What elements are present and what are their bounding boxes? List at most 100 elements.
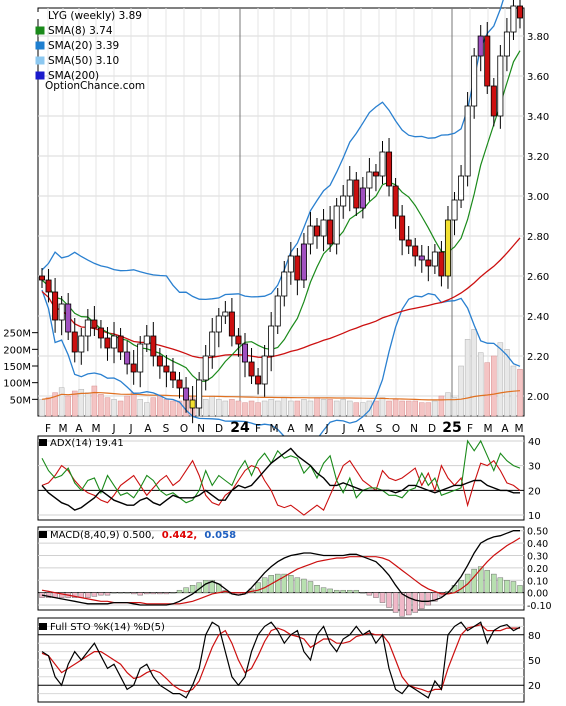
candle-body	[438, 251, 445, 277]
candle-body	[346, 179, 353, 197]
volume-bar	[497, 342, 504, 417]
sto-y-tick: 20	[528, 681, 541, 692]
volume-bar	[333, 400, 340, 417]
macd-y-tick: 0.20	[527, 564, 548, 575]
volume-y-tick: 150M	[3, 362, 31, 373]
macd-histogram-bar	[366, 592, 373, 596]
macd-histogram-bar	[58, 592, 65, 598]
volume-bar	[379, 397, 386, 417]
macd-histogram-bar	[144, 592, 150, 595]
candle-body	[464, 105, 471, 177]
volume-bar	[353, 402, 360, 417]
price-legend: LYG (weekly) 3.89 SMA(8) 3.74 SMA(20) 3.39…	[35, 10, 142, 82]
macd-histogram-bar	[183, 587, 189, 593]
candle-body	[477, 35, 484, 57]
volume-bar	[98, 394, 104, 417]
volume-bar	[137, 399, 143, 417]
candle-body	[333, 205, 340, 245]
macd-lines	[41, 530, 521, 606]
volume-average-line	[41, 390, 521, 401]
candle-body	[392, 185, 399, 217]
macd-histogram-bar	[392, 592, 399, 613]
volume-bar	[261, 400, 268, 417]
volume-bar	[307, 400, 314, 417]
candle-body	[444, 219, 451, 277]
macd-histogram-bar	[170, 592, 176, 594]
candle-body	[143, 335, 150, 345]
candle-body	[451, 199, 458, 221]
x-axis-label: J	[341, 423, 345, 435]
x-axis-label: M	[91, 423, 100, 435]
volume-y-tick: 250M	[3, 329, 31, 340]
sto-legend-swatch	[39, 623, 47, 630]
sto-y-tick-labels: 80 50 20	[528, 631, 541, 692]
x-axis-label: J	[111, 423, 115, 435]
adx-line	[41, 447, 520, 511]
candle-body	[340, 195, 347, 207]
macd-histogram-bar	[347, 589, 353, 593]
candle-body	[287, 255, 294, 273]
volume-bar	[386, 400, 392, 417]
price-y-tick: 3.80	[527, 32, 549, 43]
volume-bar	[327, 399, 333, 417]
macd-histogram-bar	[301, 578, 307, 593]
volume-bar	[209, 395, 215, 417]
legend-swatch	[35, 26, 45, 35]
macd-histogram-bar	[124, 592, 130, 594]
candle-body	[150, 335, 157, 357]
macd-histogram-bar	[189, 585, 196, 593]
volume-bar	[366, 400, 373, 417]
price-y-tick: 3.00	[527, 192, 549, 203]
candle-body	[517, 5, 524, 19]
macd-histogram-bar	[497, 577, 504, 593]
volume-bar	[71, 390, 78, 417]
volume-bar	[425, 402, 432, 417]
x-axis-label: S	[376, 423, 383, 435]
adx-title: ADX(14) 19.41	[50, 438, 124, 449]
macd-histogram-bar	[340, 589, 346, 593]
volume-bar	[392, 399, 399, 417]
macd-histogram-bar	[327, 588, 333, 593]
volume-bar	[85, 392, 91, 417]
macd-histogram-bar	[386, 592, 392, 608]
x-axis-label: F	[255, 423, 261, 435]
sto-title: Full STO %K(14) %D(5)	[50, 622, 165, 633]
price-y-tick-labels: 3.80 3.60 3.40 3.20 3.00 2.80 2.60 2.40 2.20 2.00	[527, 32, 549, 403]
macd-histogram-bar	[261, 577, 268, 593]
x-axis-label: M	[269, 423, 278, 435]
candle-body	[78, 335, 85, 353]
volume-bar	[52, 392, 58, 417]
legend-entry: SMA(8) 3.74	[48, 25, 113, 37]
x-axis-label: A	[357, 423, 365, 435]
volume-bar	[163, 399, 170, 417]
candle-body	[268, 325, 275, 357]
volume-bar	[347, 400, 353, 417]
macd-histogram-bar	[471, 568, 477, 593]
volume-bar	[360, 402, 366, 417]
macd-histogram-bar	[353, 589, 360, 593]
x-axis-label: 24	[230, 420, 250, 436]
candle-body	[458, 175, 465, 201]
sto-lines	[41, 621, 521, 699]
macd-histogram-bar	[307, 581, 314, 593]
volume-bar	[464, 339, 471, 417]
volume-bar	[405, 400, 412, 417]
volume-bar	[150, 397, 157, 417]
candle-body	[111, 335, 118, 349]
volume-bar	[281, 397, 288, 417]
volume-bar	[255, 402, 261, 417]
macd-histogram-bar	[137, 592, 143, 596]
candle-body	[431, 251, 438, 267]
candle-body	[104, 337, 111, 349]
macd-histogram-bar	[72, 592, 78, 598]
sto-d-line	[41, 624, 520, 693]
x-axis-label: M	[514, 423, 523, 435]
volume-bar	[222, 400, 229, 417]
macd-panel: 0.500.400.30 0.200.10 0.00-0.10 MACD(8,40,…	[37, 526, 552, 617]
macd-histogram-bar	[510, 581, 517, 593]
candle-body	[412, 245, 419, 257]
candle-body	[359, 187, 366, 209]
candle-body	[274, 295, 281, 327]
candle-body	[320, 219, 327, 237]
macd-histogram-bar	[412, 592, 418, 613]
